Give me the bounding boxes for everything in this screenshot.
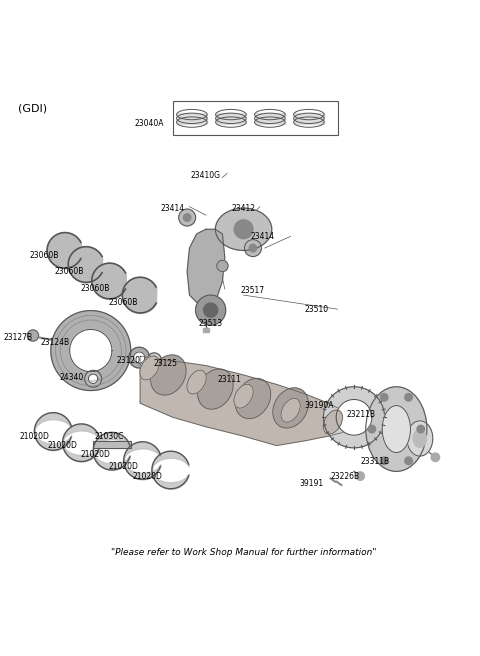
Polygon shape bbox=[147, 353, 161, 367]
Circle shape bbox=[217, 260, 228, 272]
Ellipse shape bbox=[382, 405, 410, 453]
Bar bbox=[93, 441, 131, 448]
Text: 23125: 23125 bbox=[154, 359, 178, 368]
Ellipse shape bbox=[151, 355, 186, 395]
Ellipse shape bbox=[235, 379, 271, 419]
Text: 21020D: 21020D bbox=[109, 462, 139, 471]
Circle shape bbox=[183, 214, 191, 221]
Bar bbox=[203, 327, 209, 332]
Circle shape bbox=[417, 425, 424, 433]
Text: 23311B: 23311B bbox=[360, 457, 390, 466]
Text: 21020D: 21020D bbox=[19, 432, 49, 441]
Circle shape bbox=[431, 453, 440, 462]
Ellipse shape bbox=[187, 370, 206, 394]
Polygon shape bbox=[324, 387, 384, 448]
Text: "Please refer to Work Shop Manual for further information": "Please refer to Work Shop Manual for fu… bbox=[111, 548, 376, 558]
Polygon shape bbox=[129, 347, 150, 368]
Polygon shape bbox=[187, 230, 225, 302]
Text: 23226B: 23226B bbox=[330, 472, 359, 481]
Text: 23410G: 23410G bbox=[191, 171, 221, 180]
Text: 24340: 24340 bbox=[60, 373, 84, 382]
Polygon shape bbox=[133, 352, 145, 363]
Polygon shape bbox=[255, 113, 285, 123]
Polygon shape bbox=[151, 356, 158, 363]
Text: 23513: 23513 bbox=[199, 319, 223, 328]
Text: 23211B: 23211B bbox=[347, 411, 375, 419]
Circle shape bbox=[368, 425, 376, 433]
Polygon shape bbox=[294, 113, 324, 123]
Text: 23120: 23120 bbox=[116, 356, 140, 365]
Text: 23510: 23510 bbox=[304, 304, 328, 314]
Ellipse shape bbox=[140, 356, 159, 380]
Ellipse shape bbox=[234, 220, 253, 239]
Text: 21030C: 21030C bbox=[95, 432, 124, 441]
Ellipse shape bbox=[273, 388, 308, 428]
Bar bbox=[173, 102, 337, 135]
Circle shape bbox=[405, 394, 412, 401]
Ellipse shape bbox=[198, 369, 233, 409]
Polygon shape bbox=[84, 370, 102, 387]
Ellipse shape bbox=[407, 421, 433, 456]
Ellipse shape bbox=[234, 384, 253, 408]
Circle shape bbox=[249, 244, 257, 252]
Circle shape bbox=[356, 472, 364, 480]
Text: 23127B: 23127B bbox=[3, 333, 33, 342]
Text: (GDI): (GDI) bbox=[18, 103, 47, 113]
Text: 23040A: 23040A bbox=[135, 119, 164, 128]
Text: 23060B: 23060B bbox=[81, 283, 110, 293]
Text: 23060B: 23060B bbox=[29, 251, 59, 260]
Ellipse shape bbox=[413, 430, 426, 447]
Circle shape bbox=[179, 209, 196, 226]
Circle shape bbox=[27, 330, 38, 341]
Ellipse shape bbox=[281, 398, 300, 422]
Polygon shape bbox=[88, 374, 98, 384]
Text: 21020D: 21020D bbox=[81, 451, 110, 459]
Circle shape bbox=[380, 394, 388, 401]
Ellipse shape bbox=[216, 208, 272, 251]
Text: 23060B: 23060B bbox=[109, 298, 138, 306]
Polygon shape bbox=[336, 400, 372, 435]
Text: 23124B: 23124B bbox=[41, 338, 70, 346]
Text: 39190A: 39190A bbox=[304, 401, 334, 410]
Text: 21020D: 21020D bbox=[132, 472, 162, 481]
Polygon shape bbox=[140, 356, 347, 445]
Text: 23414: 23414 bbox=[250, 232, 275, 241]
Bar bbox=[93, 441, 131, 448]
Ellipse shape bbox=[323, 410, 343, 434]
Circle shape bbox=[204, 303, 218, 318]
Polygon shape bbox=[51, 310, 131, 390]
Circle shape bbox=[405, 457, 412, 464]
Polygon shape bbox=[216, 113, 246, 123]
Polygon shape bbox=[177, 113, 207, 123]
Ellipse shape bbox=[366, 387, 427, 472]
Circle shape bbox=[244, 239, 262, 256]
Text: 23060B: 23060B bbox=[55, 267, 84, 276]
Text: 39191: 39191 bbox=[300, 479, 324, 487]
Text: 23412: 23412 bbox=[231, 203, 255, 213]
Text: 21020D: 21020D bbox=[48, 441, 77, 450]
Text: 23414: 23414 bbox=[161, 203, 185, 213]
Text: 23517: 23517 bbox=[241, 286, 265, 295]
Circle shape bbox=[380, 457, 388, 464]
Circle shape bbox=[196, 295, 226, 325]
Polygon shape bbox=[70, 329, 112, 372]
Text: 23111: 23111 bbox=[217, 375, 241, 384]
